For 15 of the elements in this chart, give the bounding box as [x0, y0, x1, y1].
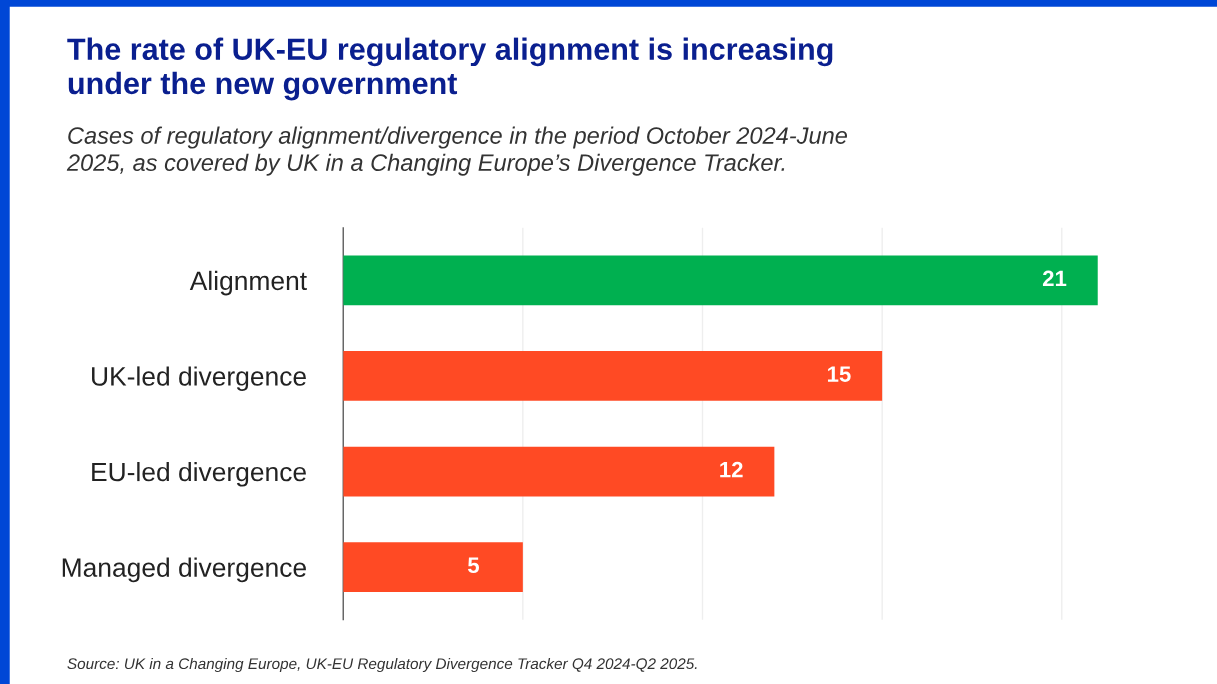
- bar: [343, 255, 1098, 306]
- source-note: Source: UK in a Changing Europe, UK-EU Regulatory Divergence Tracker Q4 2024-Q2 2025.: [67, 657, 697, 673]
- data-label: 15: [827, 366, 851, 382]
- bar: [343, 351, 883, 401]
- data-label: 12: [720, 461, 743, 478]
- bar: [343, 542, 523, 592]
- chart-subtitle: Cases of regulatory alignment/divergence in the period October 2024-June 2025, as covered by UK in a Changing Europe’s Divergence Tracker.: [66, 126, 847, 176]
- data-label: 21: [1042, 270, 1067, 287]
- data-label: 5: [467, 557, 480, 574]
- y-tick-label: Alignment: [189, 270, 307, 296]
- y-tick-label: UK-led divergence: [92, 366, 306, 391]
- bar: [343, 446, 775, 497]
- y-tick-label: Managed divergence: [62, 557, 306, 583]
- chart-title: The rate of UK-EU regulatory alignment is increasing under the new government: [67, 37, 833, 101]
- y-tick-label: EU-led divergence: [92, 461, 306, 487]
